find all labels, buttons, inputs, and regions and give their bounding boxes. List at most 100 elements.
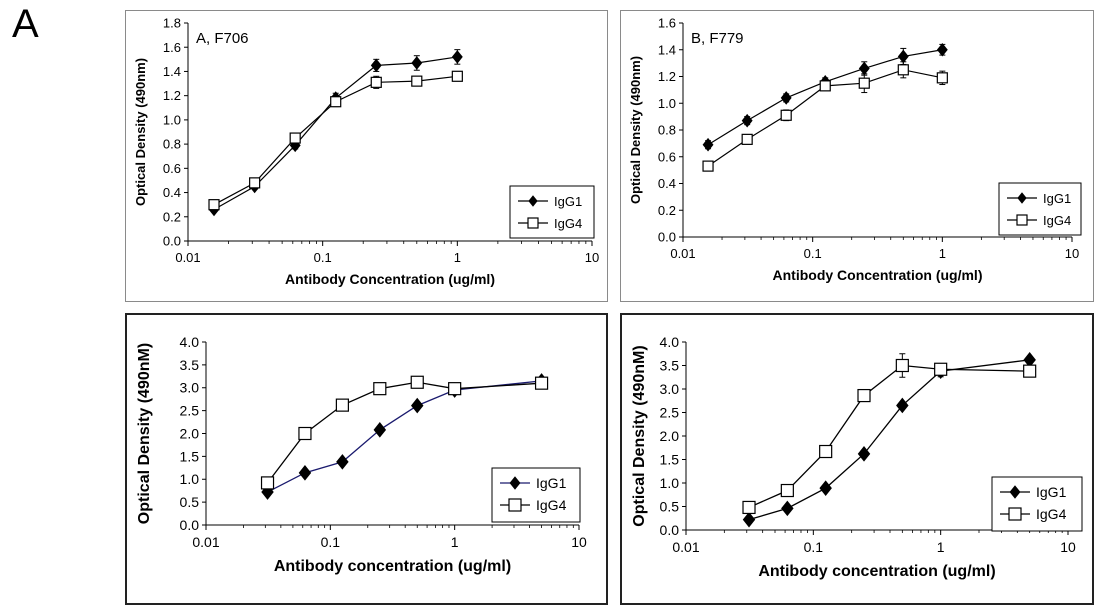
chart-1-y-tick-label: 1.4 — [163, 64, 181, 79]
chart-1-igg4-point — [370, 76, 382, 88]
chart-3-igg1-point — [336, 454, 349, 470]
chart-1-igg4-point — [249, 177, 261, 189]
chart-3-igg1-point — [410, 397, 424, 414]
chart-4-igg4-point — [819, 444, 833, 459]
chart-4-svg: 0.0 0.5 1.0 1.5 2.0 2.5 3.0 3.5 4.0 0.01 0.1 1 10 Ant… — [631, 334, 1083, 580]
chart-2-legend-marker-igg1 — [1017, 192, 1027, 204]
chart-1-x-axis-label: Antibody Concentration (ug/ml) — [285, 271, 495, 287]
chart-1-y-tick-label: 1.2 — [163, 88, 181, 103]
chart-3-y-tick-label: 2.0 — [180, 425, 200, 441]
chart-3-igg1-point — [298, 465, 312, 481]
chart-2-legend-label-igg1: IgG1 — [1043, 191, 1071, 206]
chart-4-igg1-point — [857, 446, 871, 462]
chart-4-y-tick-label: 3.0 — [660, 381, 680, 397]
chart-3-series-igg4 — [260, 375, 549, 490]
chart-4-y-tick-label: 1.0 — [660, 475, 680, 491]
chart-2-legend-marker-igg4 — [1016, 214, 1028, 226]
chart-2-y-tick-label: 1.2 — [658, 69, 676, 84]
chart-2-igg1-point — [741, 113, 753, 128]
chart-3-legend-marker-igg1 — [509, 476, 521, 490]
chart-1-legend-box — [509, 185, 595, 239]
chart-1-y-tick-label: 1.0 — [163, 112, 181, 127]
chart-3-igg4-point — [448, 382, 462, 396]
chart-4-legend-marker-igg1 — [1009, 485, 1021, 499]
chart-4-legend-marker-igg4 — [1008, 507, 1022, 521]
chart-4-y-tick-label: 3.5 — [660, 357, 680, 373]
chart-4-igg4-point — [780, 483, 794, 498]
chart-2-y-tick-label: 0.2 — [658, 203, 676, 218]
chart-1-series-igg1 — [208, 49, 463, 217]
chart-4-y-tick-label: 0.5 — [660, 498, 680, 514]
chart-1-y-tick-label: 1.6 — [163, 40, 181, 55]
chart-3-legend-label-igg1: IgG1 — [536, 475, 567, 491]
chart-1-series-igg4 — [208, 70, 463, 211]
chart-3-y-tick-label: 2.5 — [180, 403, 200, 419]
chart-2-legend: IgG1 IgG4 — [998, 182, 1082, 236]
chart-3-x-tick-label: 1 — [451, 534, 459, 550]
chart-3-igg4-point — [410, 375, 424, 389]
chart-2-legend-label-igg4: IgG4 — [1043, 213, 1071, 228]
chart-4-igg4-point — [1023, 364, 1037, 378]
chart-4-igg4-point — [934, 362, 948, 376]
chart-3-y-axis-label: Optical Density (490nM) — [136, 343, 153, 524]
chart-1-x-tick-label: 0.1 — [314, 250, 332, 265]
chart-2-igg4-point — [741, 133, 753, 145]
chart-1-x-tick-label: 1 — [454, 250, 461, 265]
chart-4-igg4-point — [742, 500, 756, 515]
chart-4-series-igg4 — [742, 353, 1037, 515]
chart-2-igg4-point — [936, 72, 948, 84]
chart-4-legend: IgG1 IgG4 — [991, 476, 1083, 532]
chart-2-igg1-point — [858, 61, 870, 76]
chart-1-legend-marker-igg4 — [527, 217, 539, 229]
figure-label: A — [12, 2, 39, 46]
chart-panel-3: 0.0 0.5 1.0 1.5 2.0 2.5 3.0 3.5 4.0 0.01 0.1 1 10 Ant… — [125, 313, 608, 605]
chart-3-igg4-point — [260, 476, 275, 490]
chart-1-igg4-point — [411, 75, 423, 87]
chart-4-x-tick-label: 0.1 — [804, 539, 824, 555]
chart-4-igg1-point — [819, 480, 832, 496]
chart-4-igg4-point — [857, 388, 871, 403]
chart-4-y-tick-label: 0.0 — [660, 522, 680, 538]
chart-1-y-tick-label: 1.8 — [163, 16, 181, 31]
chart-3-x-tick-label: 10 — [571, 534, 587, 550]
chart-4-y-tick-label: 2.0 — [660, 428, 680, 444]
chart-4-igg1-point — [896, 397, 909, 414]
chart-3-x-tick-label: 0.01 — [192, 534, 219, 550]
chart-2-igg1-point — [897, 49, 909, 64]
chart-2-y-tick-label: 0.4 — [658, 176, 676, 191]
chart-2-y-tick-label: 1.4 — [658, 42, 676, 57]
chart-3-x-tick-label: 0.1 — [321, 534, 341, 550]
chart-2-y-tick-label: 0.0 — [658, 230, 676, 245]
chart-2-y-tick-label: 1.6 — [658, 16, 676, 31]
chart-3-igg4-point — [534, 376, 549, 390]
chart-1-igg1-point — [370, 58, 382, 73]
chart-2-y-axis-label: Optical Density (490nm) — [628, 56, 643, 204]
chart-2-igg4-point — [780, 109, 792, 121]
chart-panel-2: 0.0 0.2 0.4 0.6 0.8 1.0 1.2 1.4 1.6 0.01 0.1 1 10 Ant… — [620, 10, 1094, 302]
chart-4-igg4-point — [895, 358, 909, 373]
chart-1-y-tick-label: 0.2 — [163, 209, 181, 224]
chart-3-y-tick-label: 0.5 — [180, 494, 200, 510]
chart-2-legend-box — [998, 182, 1082, 236]
chart-1-igg4-point — [289, 132, 301, 144]
chart-3-y-tick-label: 3.5 — [180, 357, 200, 373]
chart-2-series-igg4 — [702, 61, 948, 172]
chart-1-igg4-point — [330, 96, 342, 108]
chart-3-legend-marker-igg4 — [508, 498, 522, 512]
chart-2-svg: 0.0 0.2 0.4 0.6 0.8 1.0 1.2 1.4 1.6 0.01 0.1 1 10 Ant… — [628, 16, 1082, 283]
chart-3-legend-box — [491, 467, 581, 523]
chart-1-igg1-point — [411, 56, 423, 70]
chart-3-y-tick-label: 0.0 — [180, 517, 200, 533]
chart-4-y-tick-label: 1.5 — [660, 451, 680, 467]
chart-3-svg: 0.0 0.5 1.0 1.5 2.0 2.5 3.0 3.5 4.0 0.01 0.1 1 10 Ant… — [136, 334, 587, 575]
chart-4-legend-label-igg4: IgG4 — [1036, 506, 1067, 522]
chart-1-y-axis-label: Optical Density (490nm) — [133, 58, 148, 206]
chart-2-x-tick-label: 0.1 — [804, 246, 822, 261]
chart-3-x-axis-label: Antibody concentration (ug/ml) — [274, 558, 511, 575]
chart-1-y-tick-label: 0.0 — [163, 234, 181, 249]
chart-4-legend-box — [991, 476, 1083, 532]
chart-3-y-tick-label: 1.5 — [180, 448, 200, 464]
chart-2-x-tick-label: 1 — [939, 246, 946, 261]
chart-3-igg4-point — [298, 426, 312, 441]
chart-2-igg1-point — [702, 137, 714, 152]
